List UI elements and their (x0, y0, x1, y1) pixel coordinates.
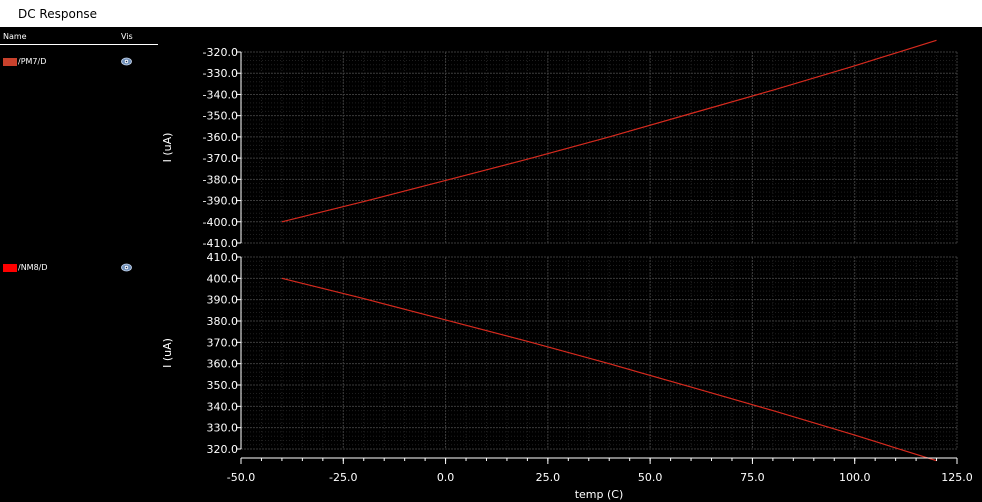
y-tick-label: -390.0 (203, 195, 238, 208)
legend-item-label: /PM7/D (18, 57, 47, 66)
series-line (281, 277, 937, 462)
x-axis: -50.0 -25.0 0.0 25.0 50.0 75.0 100.0 125.0 temp … (227, 457, 973, 501)
legend-header-divider (0, 44, 158, 45)
legend-swatch (3, 264, 17, 272)
y-tick-label: 350.0 (207, 379, 239, 392)
y-tick-label: -400.0 (203, 216, 238, 229)
x-tick-label: 125.0 (941, 471, 973, 484)
visibility-eye-icon[interactable] (121, 57, 132, 66)
y-tick-label: -320.0 (203, 46, 238, 59)
y-tick-label: -360.0 (203, 131, 238, 144)
y-tick-label: 390.0 (207, 294, 239, 307)
plot-panel-1: -320.0 -330.0 -340.0 -350.0 -360.0 -370.0 -380… (161, 39, 958, 250)
x-axis-title: temp (C) (575, 488, 624, 501)
legend-item-label: /NM8/D (18, 263, 48, 272)
series-line (281, 39, 937, 223)
y-axis-title: I (uA) (161, 338, 174, 368)
y-tick-label: -350.0 (203, 110, 238, 123)
x-tick-label: 50.0 (638, 471, 663, 484)
window-title: DC Response (18, 7, 98, 21)
legend-item-nm8[interactable]: /NM8/D (0, 262, 158, 276)
legend-vis-header: Vis (121, 32, 133, 41)
title-bar: DC Response (0, 0, 982, 27)
y-tick-label: 360.0 (207, 358, 239, 371)
y-tick-label: -370.0 (203, 152, 238, 165)
y-tick-label: -340.0 (203, 88, 238, 101)
y-tick-label: -330.0 (203, 67, 238, 80)
legend-swatch (3, 58, 17, 66)
y-tick-label: 320.0 (207, 443, 239, 456)
y-tick-label: 370.0 (207, 336, 239, 349)
x-tick-label: 100.0 (839, 471, 871, 484)
y-tick-label: -410.0 (203, 237, 238, 250)
y-tick-label: 400.0 (207, 272, 239, 285)
x-tick-label: 25.0 (536, 471, 561, 484)
y-tick-label: 410.0 (207, 251, 239, 264)
x-tick-label: 0.0 (437, 471, 455, 484)
y-tick-label: -380.0 (203, 173, 238, 186)
y-tick-label: 380.0 (207, 315, 239, 328)
y-axis-title: I (uA) (161, 133, 174, 163)
legend-header: Name Vis (0, 28, 158, 45)
x-tick-label: 75.0 (740, 471, 765, 484)
plot-panel-2: 410.0 400.0 390.0 380.0 370.0 360.0 350.0 340.0… (161, 251, 958, 462)
x-tick-label: -50.0 (227, 471, 255, 484)
x-tick-label: -25.0 (329, 471, 357, 484)
y-tick-label: 330.0 (207, 422, 239, 435)
legend-item-pm7[interactable]: /PM7/D (0, 56, 158, 70)
legend-name-header: Name (3, 32, 27, 41)
y-tick-label: 340.0 (207, 400, 239, 413)
visibility-eye-icon[interactable] (121, 263, 132, 272)
